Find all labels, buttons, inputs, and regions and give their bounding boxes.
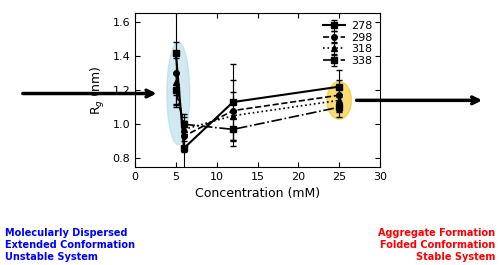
X-axis label: Concentration (mM): Concentration (mM) [195,187,320,200]
Ellipse shape [167,42,190,145]
Text: Aggregate Formation
Folded Conformation
Stable System: Aggregate Formation Folded Conformation … [378,228,495,262]
Legend: 278, 298, 318, 338: 278, 298, 318, 338 [321,19,374,68]
Y-axis label: R$_g$ (nm): R$_g$ (nm) [89,65,107,115]
Text: Molecularly Dispersed
Extended Conformation
Unstable System: Molecularly Dispersed Extended Conformat… [5,228,135,262]
Ellipse shape [327,82,351,119]
